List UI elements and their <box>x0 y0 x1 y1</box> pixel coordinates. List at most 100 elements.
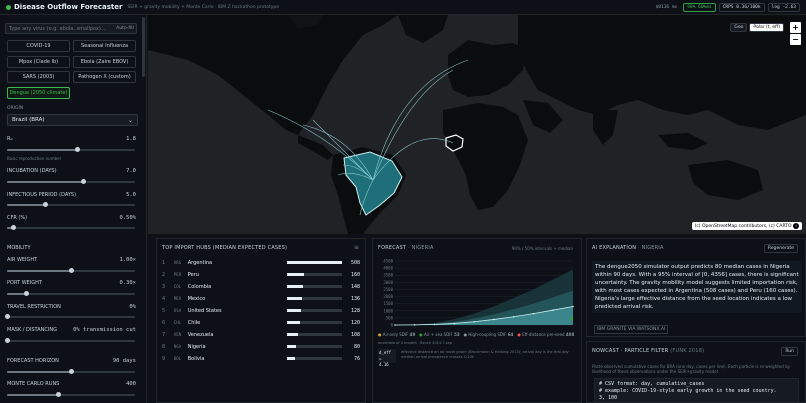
expand-icon[interactable]: ≡ <box>353 244 359 251</box>
hub-row[interactable]: 1 ARG Argentina 508 <box>162 257 360 268</box>
infectious-slider[interactable] <box>7 202 135 207</box>
top-import-hubs-panel: TOP IMPORT HUBS (MEDIAN EXPECTED CASES) … <box>156 238 366 403</box>
monte-carlo-slider-handle[interactable] <box>55 392 61 397</box>
legend-air-only: ● Air-only SDIF 49 <box>378 332 416 337</box>
info-icon[interactable]: i <box>793 223 799 229</box>
virus-covid19-button[interactable]: COVID-19 <box>7 40 70 52</box>
hub-rank: 3 <box>162 283 166 290</box>
hub-rank: 6 <box>162 319 166 326</box>
cfr-slider[interactable] <box>7 225 135 230</box>
map-canvas[interactable] <box>148 15 806 234</box>
virus-search-input[interactable]: Type any virus (e.g. ebola, smallpox)... <box>5 23 137 34</box>
hub-code: ARG <box>173 260 182 265</box>
hub-country: Colombia <box>187 283 212 290</box>
port-weight-slider[interactable] <box>7 291 135 296</box>
travel-restriction-slider[interactable] <box>4 314 135 319</box>
incubation-label: INCUBATION (DAYS) <box>7 168 57 174</box>
deff-box: d_eff = 4.16 <box>378 349 396 367</box>
air-weight-slider-handle[interactable] <box>68 268 74 273</box>
landmass-asia <box>518 15 806 130</box>
hub-row[interactable]: 2 PER Peru 160 <box>162 269 360 280</box>
forecast-chart[interactable]: 4500 4000 3500 3000 2500 2000 1500 1000 500 0 <box>373 253 582 348</box>
forecast-point <box>512 315 515 318</box>
ai-explanation-text: The dengue2050 simulator output predicts… <box>592 261 802 313</box>
hub-row[interactable]: 8 NGA Nigeria 80 <box>162 341 360 352</box>
mask-slider[interactable] <box>4 338 135 343</box>
sidebar-scrollbar[interactable] <box>142 17 145 77</box>
hub-value: 80 <box>353 343 360 350</box>
legend-high-coupling: ● High-coupling SDIF 64 <box>463 332 514 337</box>
run-button[interactable]: Run <box>781 347 798 356</box>
air-weight-slider[interactable] <box>7 268 135 273</box>
origin-country-brazil <box>343 151 403 216</box>
incubation-slider-handle[interactable] <box>81 179 87 184</box>
r0-slider-handle[interactable] <box>74 147 80 152</box>
hub-code: VEN <box>173 332 182 337</box>
auto-fill-button[interactable]: Auto-fill <box>116 26 134 31</box>
flow-lines <box>267 59 469 216</box>
hub-row[interactable]: 4 MEX Mexico 136 <box>162 293 360 304</box>
hub-bar <box>286 261 343 264</box>
observations-textarea[interactable]: # CSV format: day, cumulative_cases # ex… <box>594 378 799 402</box>
forecast-band-2 <box>395 306 573 325</box>
forecast-point <box>552 309 555 311</box>
nowcast-panel: NOWCAST · PARTICLE FILTER (FUNK 2018) Ru… <box>586 341 806 403</box>
cfr-value: 0.50% <box>119 215 136 221</box>
hub-row[interactable]: 6 CHL Chile 120 <box>162 317 360 328</box>
incubation-slider[interactable] <box>7 179 135 184</box>
hub-code: USA <box>173 308 182 313</box>
virus-influenza-button[interactable]: Seasonal Influenza <box>73 40 136 52</box>
travel-restriction-value: 0% <box>129 304 136 310</box>
zoom-in-button[interactable]: + <box>790 22 801 33</box>
hub-country: Bolivia <box>187 355 205 362</box>
forecast-point <box>493 318 495 321</box>
virus-sars-button[interactable]: SARS (2003) <box>7 71 70 83</box>
status-dot-icon <box>6 4 11 10</box>
r0-slider[interactable] <box>7 147 135 152</box>
hub-value: 136 <box>350 295 360 302</box>
mobility-heading: MOBILITY <box>7 245 31 251</box>
forecast-point <box>413 324 416 326</box>
cfr-slider-handle[interactable] <box>10 225 16 230</box>
forecast-title: FORECAST · NIGERIA <box>378 245 434 251</box>
hub-row[interactable]: 3 COL Colombia 148 <box>162 281 360 292</box>
target-country-nigeria <box>445 134 464 152</box>
mask-value: 0% transmission cut <box>73 327 136 333</box>
travel-restriction-slider-handle[interactable] <box>4 314 10 319</box>
projection-polar-button[interactable]: Polar (t, eff) <box>749 23 784 32</box>
landmass-europe <box>448 40 528 97</box>
landmass-australia <box>688 160 763 200</box>
hub-row[interactable]: 9 BOL Bolivia 76 <box>162 353 360 364</box>
origin-value: Brazil (BRA) <box>12 117 45 123</box>
virus-mpox-button[interactable]: Mpox (Clade Ib) <box>7 56 70 68</box>
hub-country: Argentina <box>187 259 213 266</box>
zoom-controls: + − <box>790 22 801 45</box>
infectious-value: 5.0 <box>126 192 136 198</box>
y-tick-label: 0 <box>391 323 394 328</box>
virus-dengue-button[interactable]: Dengue (2050 climate) <box>7 87 70 99</box>
projection-geo-button[interactable]: Geo <box>730 23 748 32</box>
world-map[interactable]: Geo Polar (t, eff) + − (c) OpenStreetMap… <box>148 15 806 234</box>
mask-slider-handle[interactable] <box>4 338 10 343</box>
virus-ebola-button[interactable]: Ebola (Zaire EBOV) <box>73 56 136 68</box>
log-score-chip: log -2.63 <box>767 2 800 12</box>
virus-pathogen-x-button[interactable]: Pathogen X (custom) <box>73 71 136 83</box>
horizon-slider-handle[interactable] <box>68 369 74 374</box>
end-marker <box>570 317 573 321</box>
port-weight-slider-handle[interactable] <box>23 291 29 296</box>
code-line: 3, 100 <box>599 395 618 401</box>
horizon-slider[interactable] <box>7 369 135 374</box>
monte-carlo-slider[interactable] <box>7 392 135 397</box>
hub-code: NGA <box>173 344 182 349</box>
origin-select[interactable]: Brazil (BRA) ⌄ <box>7 114 138 126</box>
hub-value: 76 <box>353 355 360 362</box>
hub-value: 128 <box>350 307 360 314</box>
regenerate-button[interactable]: Regenerate <box>763 244 798 253</box>
code-line: # CSV format: day, cumulative_cases <box>599 381 705 387</box>
zoom-out-button[interactable]: − <box>790 34 801 45</box>
y-tick-label: 1500 <box>383 301 393 306</box>
infectious-slider-handle[interactable] <box>42 202 48 207</box>
hub-country: United States <box>187 307 222 314</box>
hub-row[interactable]: 7 VEN Venezuela 108 <box>162 329 360 340</box>
hub-row[interactable]: 5 USA United States 128 <box>162 305 360 316</box>
